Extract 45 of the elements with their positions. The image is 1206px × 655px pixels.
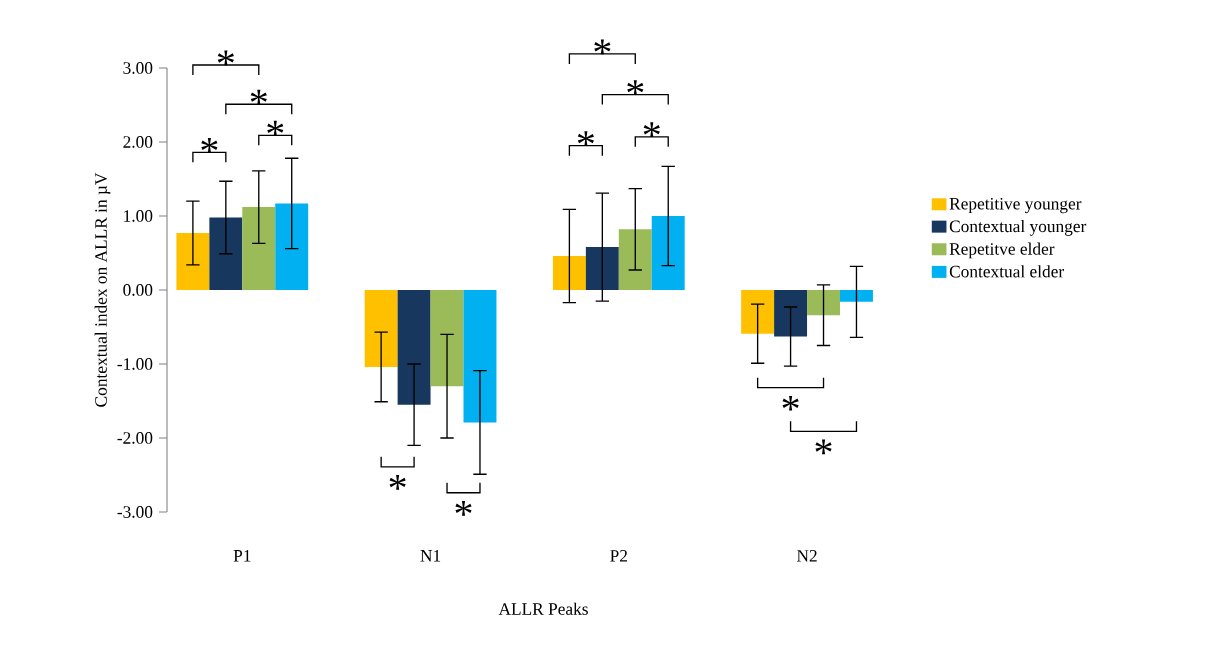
annotation: *: [782, 395, 799, 411]
bar: [839, 289, 873, 302]
bar: [275, 203, 309, 290]
annotation: *: [250, 89, 267, 105]
bar: [618, 229, 652, 290]
bar: [242, 207, 276, 290]
x-tick-label: N2: [796, 550, 817, 562]
y-tick-label: 2.00: [123, 136, 153, 148]
y-tick-label: -3.00: [117, 506, 153, 518]
bar: [651, 215, 685, 290]
bar: [176, 233, 210, 290]
annotation: *: [577, 131, 594, 146]
legend-label: Contextual younger: [949, 219, 1087, 236]
x-tick-label: P2: [610, 550, 627, 562]
bar: [209, 217, 243, 290]
y-axis-title: Contextual index on ALLR in µV: [94, 172, 111, 407]
x-tick-label: N1: [420, 550, 441, 562]
annotation: *: [627, 80, 644, 95]
bar: [807, 289, 840, 316]
annotation: *: [267, 120, 284, 136]
bar: [397, 289, 431, 405]
annotation: *: [643, 122, 660, 138]
text: *: [594, 39, 611, 55]
y-tick-label: 1.00: [124, 210, 153, 222]
y-tick-label: -2.00: [117, 432, 153, 444]
bar: [364, 289, 398, 367]
annotation: *: [815, 439, 832, 455]
y-tick-label: 0.00: [123, 284, 153, 296]
bar: [741, 289, 775, 334]
legend-label: Repetitive younger: [949, 197, 1082, 214]
legend-label: Repetitve elder: [949, 242, 1055, 259]
bar: [552, 255, 586, 290]
text: *: [217, 50, 234, 66]
bar: [774, 289, 808, 337]
annotation: *: [455, 501, 472, 516]
x-axis-title: ALLR Peaks: [498, 602, 588, 615]
y-tick-label: -1.00: [117, 358, 153, 370]
annotation: *: [201, 137, 218, 153]
x-tick-label: P1: [233, 550, 251, 562]
legend-label: Contextual elder: [949, 265, 1065, 278]
bar: [585, 247, 619, 290]
annotation: *: [389, 475, 406, 490]
bar: [463, 289, 497, 423]
y-tick-label: 3.00: [123, 62, 153, 74]
bar: [430, 289, 464, 387]
